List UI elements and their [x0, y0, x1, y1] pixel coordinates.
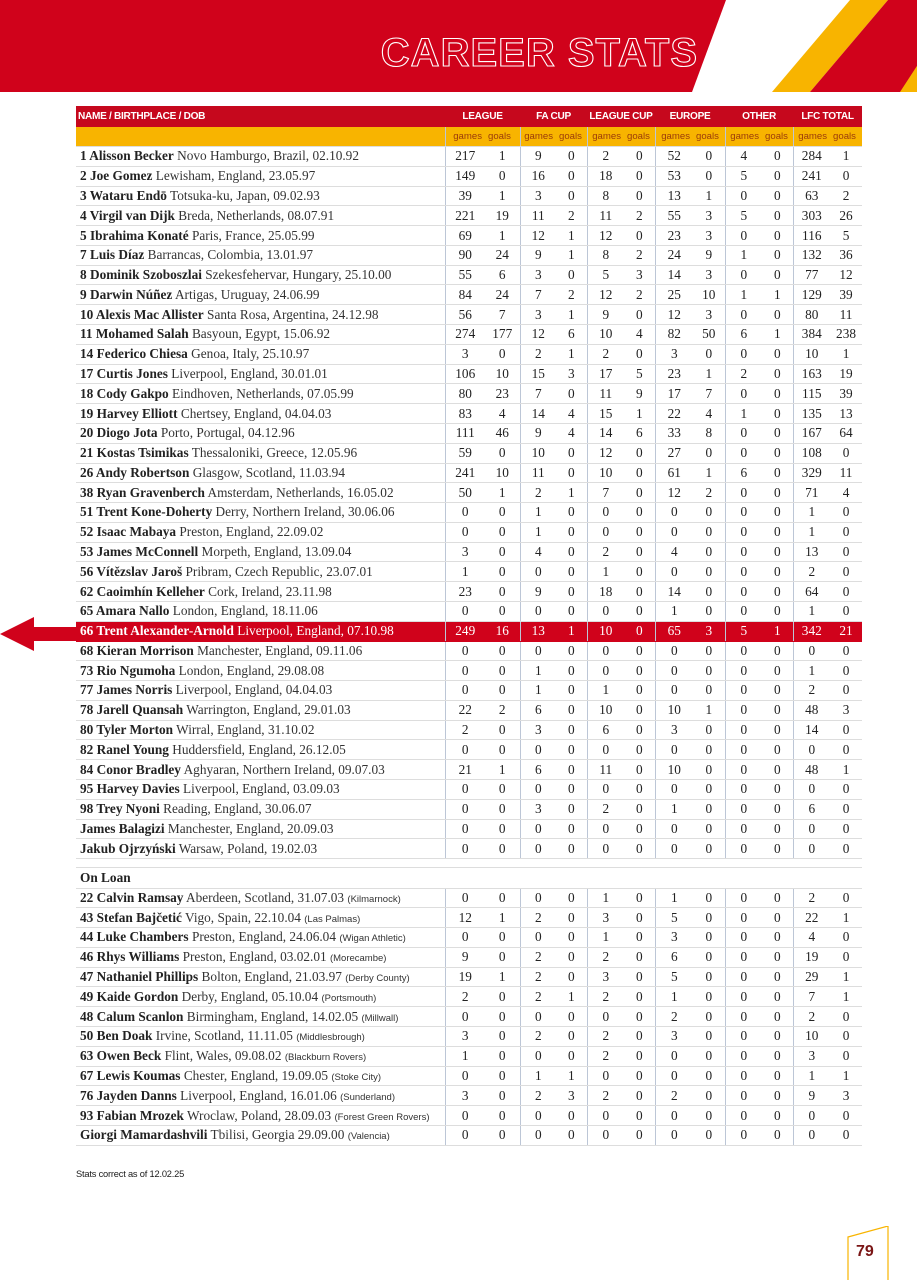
svg-text:CAREER STATS: CAREER STATS: [381, 31, 698, 75]
svg-text:79: 79: [856, 1243, 874, 1260]
